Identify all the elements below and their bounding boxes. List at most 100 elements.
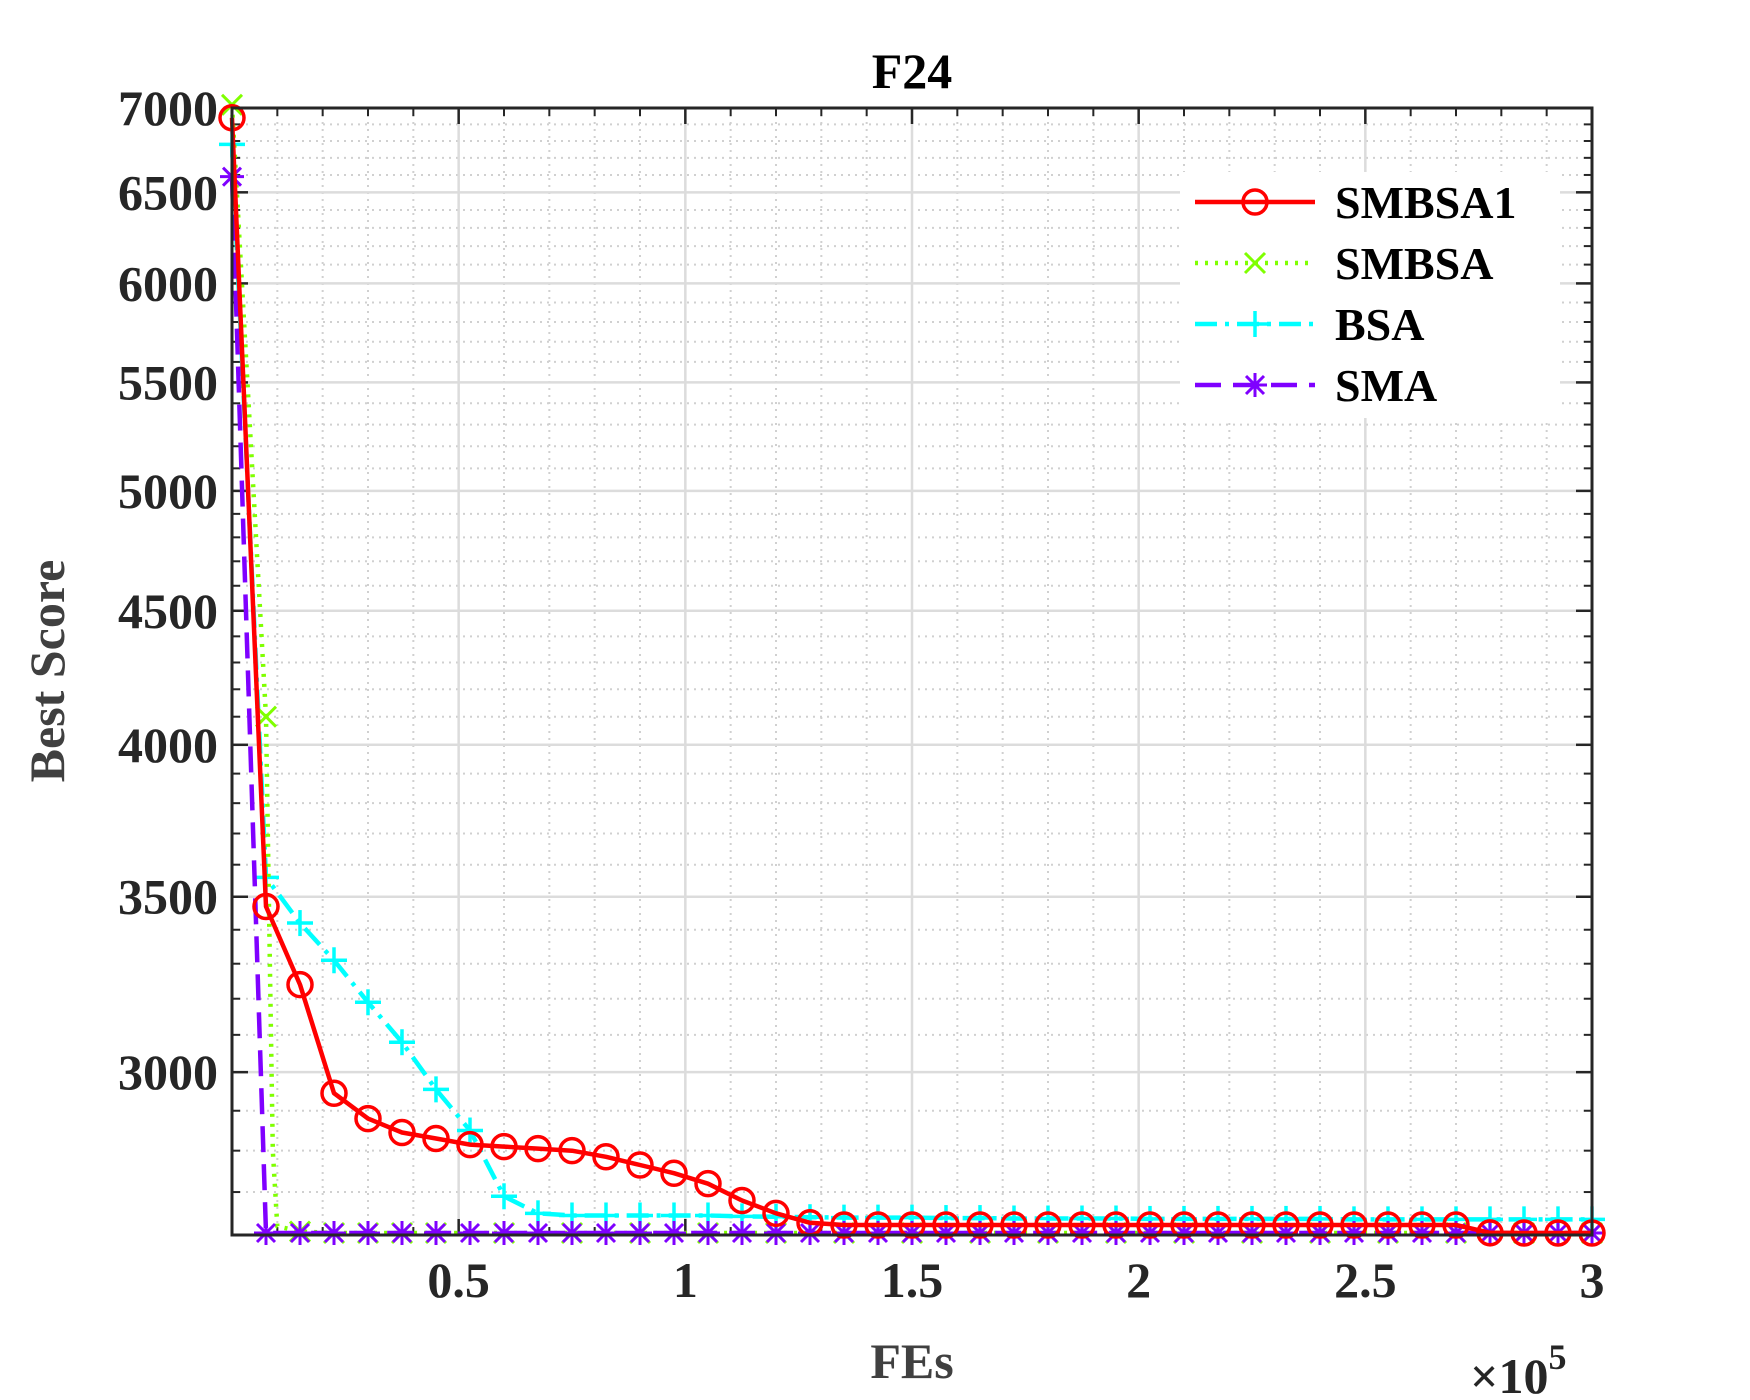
x-exponent-power: 5: [1549, 1337, 1567, 1377]
data-point-smbsa1: [320, 1079, 348, 1107]
data-point-sma: [526, 1221, 550, 1245]
legend-item-bsa: BSA: [1195, 299, 1424, 350]
data-point-smbsa1: [966, 1211, 994, 1239]
legend-label-smbsa: SMBSA: [1335, 238, 1493, 289]
data-point-sma: [696, 1221, 720, 1245]
y-tick-label: 5000: [118, 463, 218, 519]
data-point-sma: [730, 1221, 754, 1245]
legend-item-smbsa1: SMBSA1: [1195, 177, 1516, 228]
data-point-bsa: [389, 1029, 415, 1056]
data-point-smbsa1: [1544, 1219, 1572, 1247]
data-point-sma: [662, 1221, 686, 1245]
x-tick-label: 1: [673, 1252, 698, 1308]
series-smbsa1: [218, 104, 1606, 1247]
y-tick-label: 6500: [118, 164, 218, 220]
legend-box: [1180, 172, 1560, 418]
data-point-smbsa1: [1204, 1211, 1232, 1239]
data-point-smbsa1: [898, 1211, 926, 1239]
y-tick-label: 3000: [118, 1044, 218, 1100]
data-point-smbsa1: [1136, 1211, 1164, 1239]
data-point-smbsa1: [1510, 1219, 1538, 1247]
data-point-smbsa1: [558, 1136, 586, 1165]
data-point-bsa: [355, 989, 381, 1016]
data-point-bsa: [423, 1076, 449, 1103]
data-point-smbsa1: [1408, 1211, 1436, 1239]
data-point-smbsa1: [626, 1151, 654, 1179]
data-point-smbsa1: [1068, 1211, 1096, 1239]
x-tick-labels: 0.5 1 1.5 2 2.5 3: [427, 1252, 1604, 1308]
data-point-smbsa1: [728, 1186, 756, 1215]
data-point-smbsa1: [864, 1211, 892, 1239]
data-point-smbsa1: [252, 892, 280, 921]
y-tick-label: 6000: [118, 255, 218, 311]
legend-item-sma: SMA: [1195, 360, 1437, 411]
data-point-smbsa1: [456, 1130, 484, 1159]
axes-box: [230, 106, 1594, 1237]
legend-marker-sma: [1243, 373, 1267, 397]
data-point-smbsa1: [1000, 1211, 1028, 1239]
series-lines: [218, 93, 1606, 1247]
data-point-sma: [628, 1221, 652, 1245]
data-point-sma: [764, 1221, 788, 1245]
data-point-smbsa1: [830, 1211, 858, 1239]
x-tick-label: 2.5: [1334, 1252, 1397, 1308]
data-point-smbsa1: [1340, 1211, 1368, 1239]
data-point-sma: [424, 1221, 448, 1245]
x-tick-label: 0.5: [427, 1252, 490, 1308]
data-point-smbsa1: [1102, 1211, 1130, 1239]
data-point-smbsa1: [592, 1143, 620, 1171]
data-point-smbsa1: [762, 1199, 790, 1228]
y-axis-label: Best Score: [19, 560, 75, 783]
legend-marker-bsa: [1242, 311, 1268, 337]
data-point-smbsa1: [388, 1118, 416, 1147]
data-point-smbsa1: [694, 1169, 722, 1198]
data-point-smbsa1: [660, 1159, 688, 1187]
data-point-smbsa1: [286, 970, 314, 999]
data-point-smbsa1: [490, 1132, 518, 1161]
data-point-smbsa1: [1442, 1211, 1470, 1239]
data-point-sma: [594, 1221, 618, 1245]
data-point-smbsa1: [422, 1124, 450, 1153]
data-point-sma: [492, 1221, 516, 1245]
data-point-smbsa1: [1034, 1211, 1062, 1239]
x-exponent-multiplier: ×105: [1470, 1337, 1567, 1400]
data-point-smbsa1: [1238, 1211, 1266, 1239]
x-exponent-base: ×10: [1470, 1348, 1549, 1400]
data-point-sma: [322, 1221, 346, 1245]
data-point-smbsa1: [932, 1211, 960, 1239]
y-tick-label: 5500: [118, 354, 218, 410]
data-point-sma: [560, 1221, 584, 1245]
data-point-smbsa1: [1170, 1211, 1198, 1239]
legend-marker-smbsa: [1243, 251, 1267, 275]
data-point-bsa: [287, 910, 313, 937]
data-point-sma: [288, 1221, 312, 1245]
x-tick-label: 1.5: [881, 1252, 944, 1308]
data-point-sma: [356, 1221, 380, 1245]
x-tick-label: 3: [1580, 1252, 1605, 1308]
legend-label-bsa: BSA: [1335, 299, 1424, 350]
legend-label-sma: SMA: [1335, 360, 1437, 411]
legend-label-smbsa1: SMBSA1: [1335, 177, 1516, 228]
x-axis-label: FEs: [870, 1333, 953, 1389]
data-point-smbsa1: [1272, 1211, 1300, 1239]
data-point-sma: [458, 1221, 482, 1245]
data-point-smbsa1: [1476, 1219, 1504, 1247]
data-point-sma: [390, 1221, 414, 1245]
data-point-smbsa1: [524, 1134, 552, 1163]
y-tick-label: 3500: [118, 869, 218, 925]
data-point-smbsa1: [354, 1104, 382, 1133]
data-point-bsa: [491, 1183, 517, 1210]
legend-item-smbsa: SMBSA: [1195, 238, 1493, 289]
y-tick-label: 4500: [118, 583, 218, 639]
legend: SMBSA1 SMBSA BSA SMA: [1180, 172, 1560, 418]
legend-marker-smbsa1: [1241, 188, 1269, 216]
data-point-sma: [254, 1221, 278, 1245]
data-point-bsa: [321, 947, 347, 974]
data-point-smbsa1: [1306, 1211, 1334, 1239]
chart-title: F24: [872, 43, 953, 99]
y-tick-label: 4000: [118, 717, 218, 773]
y-tick-label: 7000: [118, 80, 218, 136]
x-tick-label: 2: [1126, 1252, 1151, 1308]
data-point-bsa: [457, 1117, 483, 1144]
